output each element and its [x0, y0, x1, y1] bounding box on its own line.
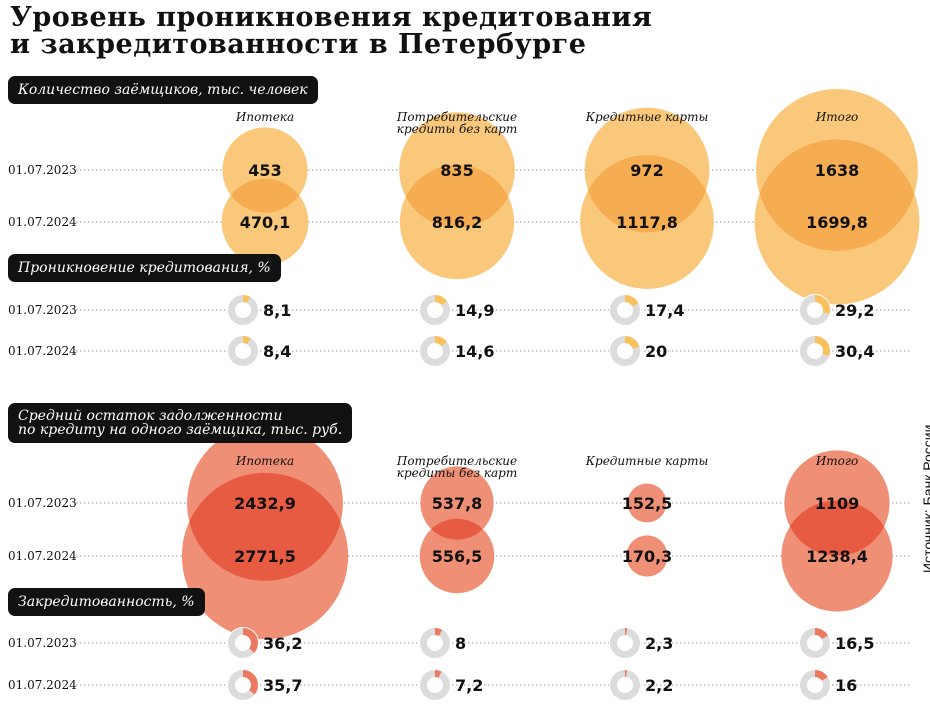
borrowers-bubble-overlap	[399, 164, 515, 228]
avg-debt-value-2024: 2771,5	[234, 547, 296, 566]
label-layer: Ипотека Потребительские кредиты без карт Кр…	[8, 110, 874, 695]
penetration-donut-segment	[610, 295, 640, 325]
borrowers-value-2024: 816,2	[432, 213, 483, 232]
avg-debt-title-line-1: Средний остаток задолженности	[18, 408, 283, 424]
borrowers-row-2023-date-label: 01.07.2023	[8, 163, 77, 177]
avg-debt-value-2024: 170,3	[622, 547, 673, 566]
avg-debt-value-2024: 1238,4	[806, 547, 868, 566]
debt-load-value: 7,2	[455, 676, 483, 695]
avg-debt-bubble-2024	[419, 518, 495, 594]
penetration-donut-segment	[420, 336, 450, 366]
debt-load-row-2024-date-label: 01.07.2024	[8, 678, 77, 692]
penetration-value: 20	[645, 342, 667, 361]
borrowers-bubble-overlap	[222, 178, 308, 213]
avg-debt-row-2023-date-label: 01.07.2023	[8, 496, 77, 510]
borrowers-value-2023: 972	[630, 161, 663, 180]
debt-load-donut-segment	[800, 670, 830, 700]
borrowers-bubble-overlap	[584, 155, 710, 233]
title-line-1: Уровень проникновения кредитования	[10, 2, 653, 33]
avg-debt-value-2023: 1109	[815, 494, 860, 513]
debt-load-value: 8	[455, 634, 466, 653]
borrowers-bubble-overlap	[756, 139, 918, 251]
debt-load-donut-segment	[228, 628, 258, 658]
borrowers-value-2023: 453	[248, 161, 281, 180]
avg-debt-value-2023: 537,8	[432, 494, 483, 513]
penetration-row-2024-date-label: 01.07.2024	[8, 344, 77, 358]
avg-debt-category-label: Кредитные карты	[585, 454, 709, 468]
borrowers-value-2024: 1117,8	[616, 213, 678, 232]
title-line-2: и закредитованности в Петербурге	[10, 29, 587, 60]
debt-load-section-title: Закредитованность, %	[8, 588, 205, 616]
debt-load-donut-segment	[610, 628, 640, 658]
bubble-layer	[181, 89, 920, 701]
avg-debt-title-line-2: по кредиту на одного заёмщика, тыс. руб.	[18, 422, 343, 438]
borrowers-value-2024: 1699,8	[806, 213, 868, 232]
penetration-section-title: Проникновение кредитования, %	[8, 254, 281, 282]
borrowers-category-label: Ипотека	[235, 110, 294, 124]
debt-load-donut-segment	[800, 628, 830, 658]
avg-debt-category-label: Ипотека	[235, 454, 294, 468]
penetration-value: 14,6	[455, 342, 494, 361]
debt-load-row-2023-date-label: 01.07.2023	[8, 636, 77, 650]
debt-load-donut-segment	[420, 670, 450, 700]
avg-debt-row-2024-date-label: 01.07.2024	[8, 549, 77, 563]
debt-load-value: 2,3	[645, 634, 673, 653]
borrowers-category-label: Потребительские кредиты без карт	[396, 110, 517, 136]
borrowers-value-2024: 470,1	[240, 213, 291, 232]
avg-debt-bubble-2023	[420, 466, 494, 540]
penetration-donut-segment	[800, 295, 830, 325]
source-note: Источник: Банк России	[920, 424, 930, 573]
borrowers-row-2024-date-label: 01.07.2024	[8, 215, 77, 229]
penetration-value: 30,4	[835, 342, 874, 361]
avg-debt-value-2023: 2432,9	[234, 494, 296, 513]
avg-debt-section-title: Средний остаток задолженности по кредиту…	[8, 403, 353, 443]
debt-load-donut-segment	[610, 670, 640, 700]
page-title: Уровень проникновения кредитования и зак…	[10, 4, 652, 58]
borrowers-category-label: Итого	[815, 110, 858, 124]
avg-debt-category-label: Потребительские кредиты без карт	[396, 454, 517, 480]
debt-load-value: 16,5	[835, 634, 874, 653]
borrowers-value-2023: 1638	[815, 161, 860, 180]
borrowers-category-label: Кредитные карты	[585, 110, 709, 124]
penetration-value: 8,1	[263, 301, 291, 320]
penetration-value: 17,4	[645, 301, 684, 320]
debt-load-donut-segment	[420, 628, 450, 658]
penetration-value: 14,9	[455, 301, 494, 320]
avg-debt-bubble-overlap	[187, 472, 343, 581]
avg-debt-bubble-2023	[627, 483, 667, 523]
penetration-value: 8,4	[263, 342, 291, 361]
penetration-donut-segment	[420, 295, 450, 325]
penetration-donut-segment	[228, 336, 258, 366]
penetration-row-2023-date-label: 01.07.2023	[8, 303, 77, 317]
borrowers-value-2023: 835	[440, 161, 473, 180]
debt-load-value: 16	[835, 676, 857, 695]
avg-debt-value-2024: 556,5	[432, 547, 483, 566]
avg-debt-bubble-overlap	[784, 500, 890, 556]
avg-debt-value-2023: 152,5	[622, 494, 673, 513]
avg-debt-category-label: Итого	[815, 454, 858, 468]
penetration-donut-segment	[228, 295, 258, 325]
debt-load-donut-segment	[228, 670, 258, 700]
penetration-donut-segment	[800, 336, 830, 366]
borrowers-section-title: Количество заёмщиков, тыс. человек	[8, 76, 318, 104]
avg-debt-bubble-2024	[626, 535, 668, 577]
penetration-donut-segment	[610, 336, 640, 366]
debt-load-value: 36,2	[263, 634, 302, 653]
debt-load-value: 2,2	[645, 676, 673, 695]
penetration-value: 29,2	[835, 301, 874, 320]
debt-load-value: 35,7	[263, 676, 302, 695]
